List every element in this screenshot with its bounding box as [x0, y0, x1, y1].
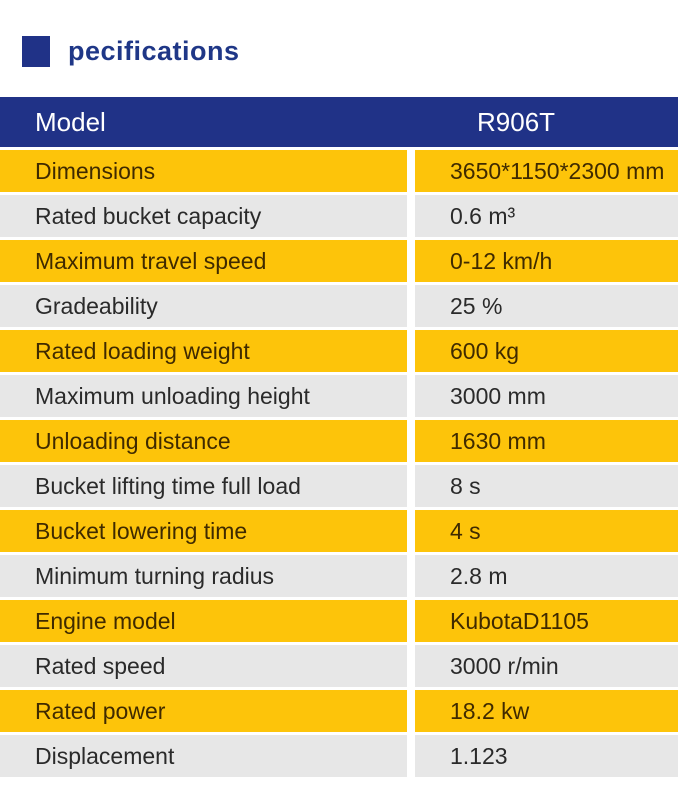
title-square-icon — [22, 36, 50, 67]
spec-label: Gradeability — [0, 285, 407, 327]
table-row: Gradeability 25 % — [0, 285, 678, 327]
spec-value: 3650*1150*2300 mm — [415, 150, 678, 192]
spec-value: KubotaD1105 — [415, 600, 678, 642]
section-title-label: pecifications — [68, 36, 240, 66]
spec-label: Dimensions — [0, 150, 407, 192]
spec-value: 4 s — [415, 510, 678, 552]
header-model-value: R906T — [477, 106, 556, 137]
table-row: Unloading distance 1630 mm — [0, 420, 678, 462]
spec-value: 18.2 kw — [415, 690, 678, 732]
spec-value: 8 s — [415, 465, 678, 507]
table-row: Rated speed 3000 r/min — [0, 645, 678, 687]
spec-label: Rated loading weight — [0, 330, 407, 372]
table-row: Bucket lowering time 4 s — [0, 510, 678, 552]
spec-value: 3000 mm — [415, 375, 678, 417]
table-row: Bucket lifting time full load 8 s — [0, 465, 678, 507]
spec-value: 0-12 km/h — [415, 240, 678, 282]
table-row: Rated bucket capacity 0.6 m³ — [0, 195, 678, 237]
table-row: Rated loading weight 600 kg — [0, 330, 678, 372]
spec-value: 1.123 — [415, 735, 678, 777]
table-row: Maximum travel speed 0-12 km/h — [0, 240, 678, 282]
spec-label: Maximum unloading height — [0, 375, 407, 417]
spec-value: 1630 mm — [415, 420, 678, 462]
spec-label: Bucket lowering time — [0, 510, 407, 552]
spec-value: 600 kg — [415, 330, 678, 372]
spec-label: Rated bucket capacity — [0, 195, 407, 237]
spec-label: Bucket lifting time full load — [0, 465, 407, 507]
spec-label: Unloading distance — [0, 420, 407, 462]
table-row: Maximum unloading height 3000 mm — [0, 375, 678, 417]
spec-label: Maximum travel speed — [0, 240, 407, 282]
spec-value: 3000 r/min — [415, 645, 678, 687]
specifications-table: Model R906T Dimensions 3650*1150*2300 mm… — [0, 97, 678, 780]
table-row: Minimum turning radius 2.8 m — [0, 555, 678, 597]
spec-value: 25 % — [415, 285, 678, 327]
spec-value: 2.8 m — [415, 555, 678, 597]
table-row: Displacement 1.123 — [0, 735, 678, 777]
spec-label: Engine model — [0, 600, 407, 642]
table-row: Rated power 18.2 kw — [0, 690, 678, 732]
spec-value: 0.6 m³ — [415, 195, 678, 237]
spec-label: Displacement — [0, 735, 407, 777]
spec-label: Minimum turning radius — [0, 555, 407, 597]
spec-label: Rated power — [0, 690, 407, 732]
section-title: pecifications — [22, 36, 240, 67]
table-header-row: Model R906T — [0, 97, 678, 147]
table-row: Engine model KubotaD1105 — [0, 600, 678, 642]
spec-label: Rated speed — [0, 645, 407, 687]
table-row: Dimensions 3650*1150*2300 mm — [0, 150, 678, 192]
header-model-label: Model — [35, 106, 106, 137]
